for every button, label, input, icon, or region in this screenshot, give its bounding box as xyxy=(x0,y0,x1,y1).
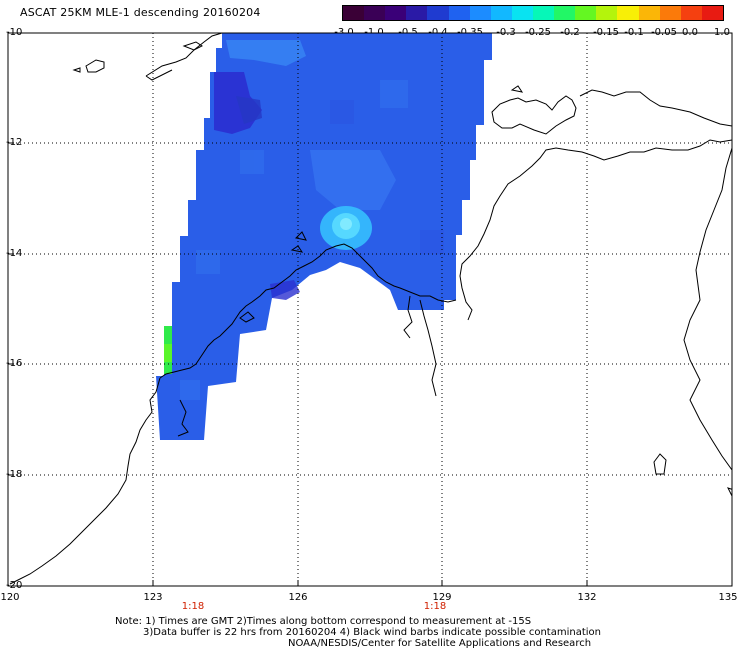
lat-label-14: -14 xyxy=(6,248,23,259)
lon-label-132: 132 xyxy=(577,592,597,603)
lon-label-120: 120 xyxy=(0,592,20,603)
note-line-3: NOAA/NESDIS/Center for Satellite Applica… xyxy=(288,638,592,649)
lon-label-129: 129 xyxy=(432,592,452,603)
colorbar-segment xyxy=(701,6,723,20)
colorbar-segment xyxy=(680,6,702,20)
note-line-1: Note: 1) Times are GMT 2)Times along bot… xyxy=(115,616,532,627)
colorbar-segment xyxy=(511,6,533,20)
colorbar-segment xyxy=(343,6,365,20)
lat-label-18: -18 xyxy=(6,469,23,480)
colorbar-segment xyxy=(638,6,660,20)
lon-label-123: 123 xyxy=(143,592,163,603)
colorbar-segment xyxy=(659,6,681,20)
chart-title: ASCAT 25KM MLE-1 descending 20160204 xyxy=(20,6,261,19)
wind-swath xyxy=(156,33,492,440)
time-label-1: 1:18 xyxy=(181,601,205,612)
lat-lon-grid xyxy=(8,33,732,586)
colorbar-segment xyxy=(490,6,512,20)
lat-label-16: -16 xyxy=(6,358,23,369)
colorbar-segment xyxy=(575,6,597,20)
time-label-2: 1:18 xyxy=(423,601,447,612)
lon-label-126: 126 xyxy=(288,592,308,603)
colorbar-segment xyxy=(469,6,491,20)
product-name: ASCAT 25KM MLE-1 descending xyxy=(20,6,199,19)
color-scale-bar xyxy=(342,5,724,21)
colorbar-segment xyxy=(617,6,639,20)
note-line-2: 3)Data buffer is 22 hrs from 20160204 4)… xyxy=(143,627,601,638)
colorbar-segment xyxy=(596,6,618,20)
colorbar-segment xyxy=(385,6,407,20)
colorbar-segment xyxy=(364,6,386,20)
colorbar-segment xyxy=(427,6,449,20)
colorbar-segment xyxy=(448,6,470,20)
map-frame xyxy=(7,32,733,587)
lat-label-12: -12 xyxy=(6,137,23,148)
lat-label-20: -20 xyxy=(6,580,23,591)
lon-label-135: 135 xyxy=(718,592,738,603)
colorbar-segment xyxy=(554,6,576,20)
swath-light-patch xyxy=(226,40,306,66)
product-date: 20160204 xyxy=(202,6,261,19)
coastlines xyxy=(9,33,732,585)
colorbar-segment xyxy=(532,6,555,20)
colorbar-segment xyxy=(406,6,428,20)
lat-label-10: -10 xyxy=(6,27,23,38)
